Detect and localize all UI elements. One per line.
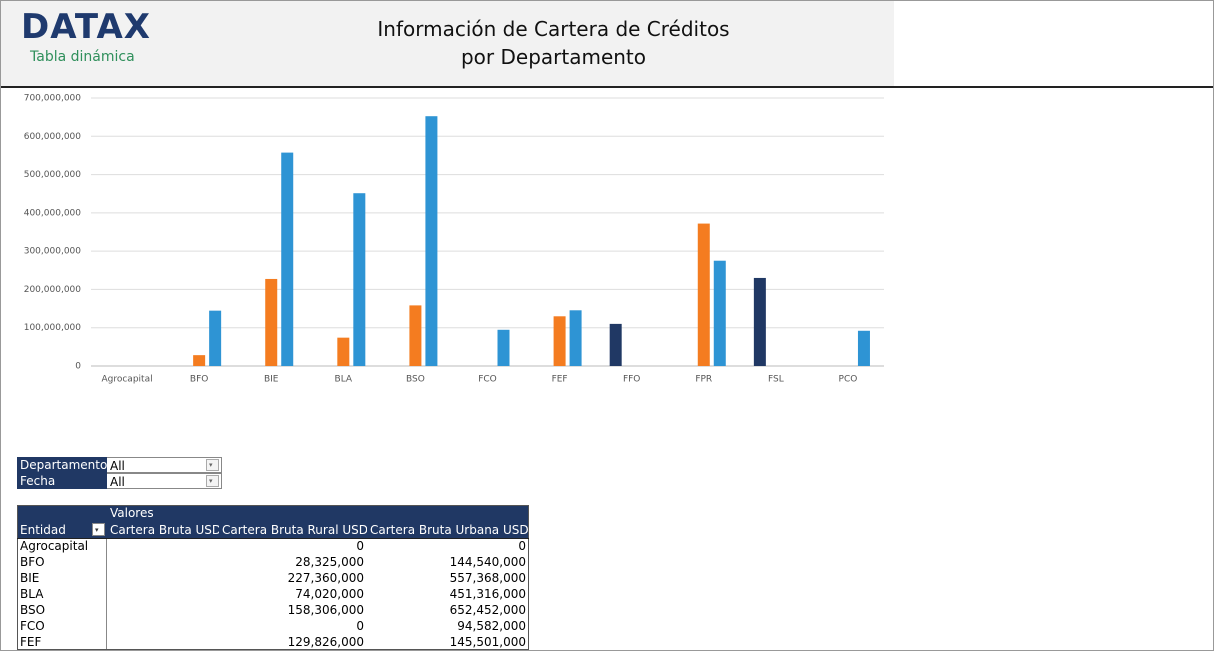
column-header: Cartera Bruta Urbana USD: [367, 522, 529, 538]
cell-value: 451,316,000: [449, 587, 526, 601]
cell-value: 0: [356, 619, 364, 633]
cell-value: 0: [518, 539, 526, 553]
logo: DATAX: [21, 7, 151, 47]
cell-value: 129,826,000: [287, 635, 364, 649]
bar: [337, 337, 350, 366]
y-tick-label: 300,000,000: [24, 247, 82, 257]
y-tick-label: 100,000,000: [24, 323, 82, 333]
cell-value: 145,501,000: [449, 635, 526, 649]
x-tick-label: FPR: [695, 375, 712, 385]
cell-value: 557,368,000: [449, 571, 526, 585]
dropdown-button[interactable]: ▾: [206, 459, 219, 471]
y-tick-label: 200,000,000: [24, 285, 82, 295]
x-tick-label: BIE: [264, 375, 279, 385]
row-label: BIE: [17, 570, 107, 586]
y-tick-label: 500,000,000: [24, 170, 82, 180]
table-divider: [17, 538, 529, 539]
cell-value: 652,452,000: [449, 603, 526, 617]
x-tick-label: FCO: [478, 375, 497, 385]
x-tick-label: FFO: [623, 375, 640, 385]
title: Información de Cartera de Créditos: [377, 17, 730, 41]
x-tick-label: FSL: [768, 375, 784, 385]
bar: [697, 223, 710, 366]
cell-value: 158,306,000: [287, 603, 364, 617]
cell-value: 227,360,000: [287, 571, 364, 585]
row-label: BLA: [17, 586, 107, 602]
filter-label: Fecha: [17, 473, 107, 489]
x-tick-label: BFO: [190, 375, 208, 385]
row-header: Entidad: [17, 522, 107, 538]
cell-value: 74,020,000: [295, 587, 364, 601]
x-tick-label: PCO: [839, 375, 858, 385]
bar: [425, 116, 438, 366]
bar: [497, 329, 510, 366]
cell-value: 0: [356, 539, 364, 553]
bar: [857, 330, 870, 366]
bar: [609, 323, 622, 366]
bar: [753, 277, 766, 366]
bar: [409, 305, 422, 366]
filter-value[interactable]: All: [107, 473, 222, 489]
bar: [713, 260, 726, 366]
y-tick-label: 600,000,000: [24, 132, 82, 142]
row-label: Agrocapital: [17, 538, 107, 554]
bar: [209, 310, 222, 366]
logo-subtitle: Tabla dinámica: [30, 49, 135, 65]
bar: [553, 316, 566, 366]
cell-value: 144,540,000: [449, 555, 526, 569]
row-label: BSO: [17, 602, 107, 618]
header: DATAX Tabla dinámica Información de Cart…: [1, 1, 894, 88]
filter-value[interactable]: All: [107, 457, 222, 473]
header-rule: [894, 86, 1213, 88]
bar: [265, 278, 278, 366]
y-tick-label: 0: [75, 362, 81, 372]
dropdown-button[interactable]: ▾: [206, 475, 219, 487]
y-tick-label: 700,000,000: [24, 94, 82, 104]
filter-button[interactable]: ▾: [92, 523, 105, 536]
row-label: FEF: [17, 634, 107, 650]
bar: [353, 193, 366, 366]
bar: [281, 152, 294, 366]
chart: 0 100,000,000 200,000,000 300,000,000 400,00…: [24, 94, 884, 385]
column-header: Cartera Bruta USD: [107, 522, 219, 538]
title: por Departamento: [460, 45, 647, 69]
bar: [569, 310, 582, 366]
filter-label: Departamento: [17, 457, 107, 473]
x-tick-label: Agrocapital: [101, 375, 152, 385]
row-label: FCO: [17, 618, 107, 634]
y-tick-label: 400,000,000: [24, 208, 82, 218]
x-tick-label: FEF: [552, 375, 568, 385]
row-label: BFO: [17, 554, 107, 570]
cell-value: 94,582,000: [457, 619, 526, 633]
group-header: Valores: [107, 505, 219, 521]
column-header: Cartera Bruta Rural USD: [219, 522, 367, 538]
x-tick-label: BSO: [406, 375, 425, 385]
bar: [193, 355, 206, 366]
cell-value: 28,325,000: [295, 555, 364, 569]
x-tick-label: BLA: [335, 375, 353, 385]
